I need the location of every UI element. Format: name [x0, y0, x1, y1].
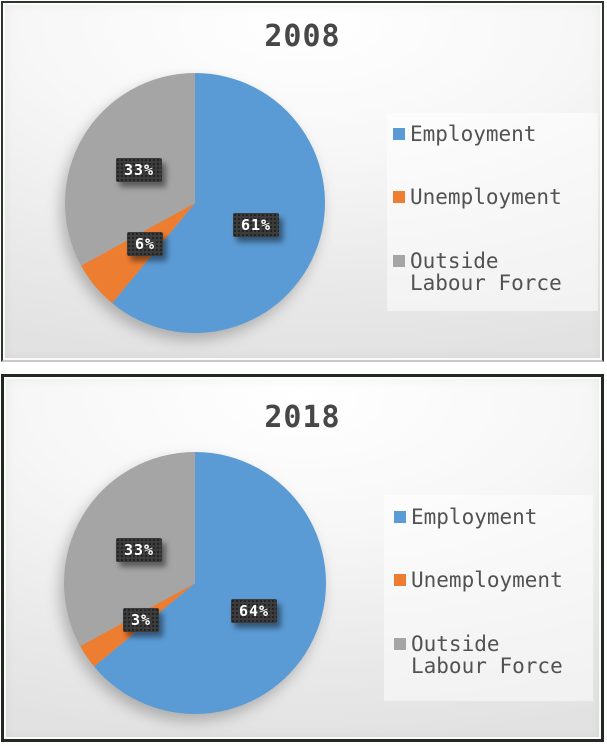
legend-item-outside-labour-force: Outside Labour Force: [393, 250, 586, 294]
legend-swatch-outside-labour-force-icon: [394, 638, 406, 650]
data-label-outside-labour-force-2018: 33%: [115, 538, 163, 562]
pie-slice-employment: [112, 73, 325, 333]
legend-label-outside-labour-force: Outside Labour Force: [410, 249, 562, 295]
pie-chart-2018: 2018 64% 3% 33% Employment Unemployment …: [1, 374, 604, 742]
data-label-employment-2018: 64%: [230, 599, 278, 623]
data-label-unemployment-2008: 6%: [126, 232, 164, 256]
legend-label-employment: Employment: [410, 122, 537, 146]
legend-item-outside-labour-force: Outside Labour Force: [394, 633, 587, 677]
legend-item-unemployment: Unemployment: [393, 186, 586, 208]
legend-swatch-outside-labour-force-icon: [393, 255, 405, 267]
chart-title-2018: 2018: [264, 400, 341, 435]
legend-swatch-employment-icon: [393, 128, 405, 140]
legend-swatch-employment-icon: [394, 511, 406, 523]
chart-title-2008: 2008: [264, 19, 341, 54]
legend-panel: [387, 113, 598, 311]
legend-item-employment: Employment: [393, 123, 586, 145]
data-label-employment-2008: 61%: [232, 213, 280, 237]
data-label-unemployment-2018: 3%: [122, 608, 160, 632]
legend-swatch-unemployment-icon: [394, 574, 406, 586]
legend-item-employment: Employment: [394, 506, 587, 528]
legend-item-unemployment: Unemployment: [394, 569, 587, 591]
legend-panel: [384, 495, 593, 701]
data-label-outside-labour-force-2008: 33%: [115, 158, 163, 182]
legend-label-unemployment: Unemployment: [411, 568, 563, 592]
legend-label-employment: Employment: [411, 505, 538, 529]
legend-label-outside-labour-force: Outside Labour Force: [411, 632, 563, 678]
pie-slice-employment: [94, 452, 326, 714]
pie-chart-2008: 2008 61% 6% 33% Employment Unemployment …: [1, 1, 604, 362]
legend-label-unemployment: Unemployment: [410, 185, 562, 209]
legend-swatch-unemployment-icon: [393, 191, 405, 203]
